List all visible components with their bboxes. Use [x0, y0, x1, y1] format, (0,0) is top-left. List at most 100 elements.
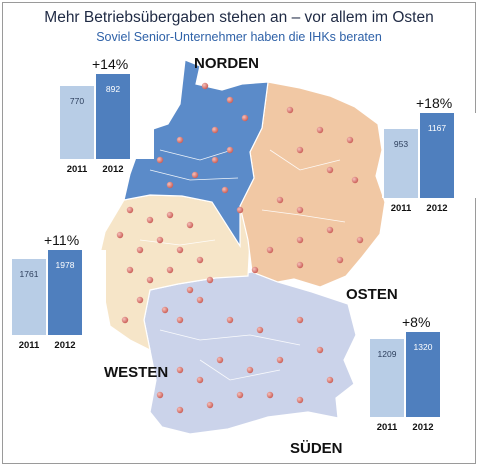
ihk-location-dot [196, 376, 204, 384]
ihk-location-dot [176, 246, 184, 254]
year-label: 2012 [102, 164, 124, 175]
year-label: 2011 [18, 340, 40, 351]
ihk-location-dot [256, 326, 264, 334]
ihk-location-dot [156, 156, 164, 164]
bar-plot: 953 1167 [382, 113, 478, 198]
bar-plot: 1209 1320 [368, 332, 464, 417]
region-label-sueden: SÜDEN [290, 440, 343, 457]
bar-value-label: 892 [105, 84, 121, 94]
bar-2011: 770 [60, 86, 94, 159]
chart-westen: +11% 1761 1978 2011 2012 [10, 232, 106, 362]
ihk-location-dot [236, 391, 244, 399]
region-label-norden: NORDEN [194, 55, 260, 72]
bar-2011: 953 [384, 129, 418, 198]
ihk-location-dot [316, 126, 324, 134]
ihk-location-dot [196, 296, 204, 304]
ihk-location-dot [351, 176, 359, 184]
ihk-location-dot [296, 396, 304, 404]
bar-2012: 1320 [406, 332, 440, 417]
ihk-location-dot [326, 166, 334, 174]
bar-value-label: 1761 [19, 269, 39, 279]
ihk-location-dot [356, 236, 364, 244]
region-label-westen: WESTEN [104, 364, 169, 381]
ihk-location-dot [316, 346, 324, 354]
ihk-location-dot [216, 356, 224, 364]
bar-plot: 1761 1978 [10, 250, 106, 335]
bar-2012: 1978 [48, 250, 82, 335]
ihk-location-dot [326, 226, 334, 234]
ihk-location-dot [246, 366, 254, 374]
ihk-location-dot [186, 286, 194, 294]
ihk-location-dot [156, 236, 164, 244]
bar-value-label: 1978 [55, 260, 75, 270]
ihk-location-dot [161, 306, 169, 314]
ihk-location-dot [251, 266, 259, 274]
ihk-location-dot [136, 296, 144, 304]
region-label-osten: OSTEN [346, 286, 398, 303]
ihk-location-dot [346, 136, 354, 144]
ihk-location-dot [266, 246, 274, 254]
ihk-location-dot [191, 171, 199, 179]
bar-value-label: 1167 [427, 123, 447, 133]
bar-value-label: 1209 [377, 349, 397, 359]
change-percentage: +14% [92, 56, 129, 72]
bar-2012: 1167 [420, 113, 454, 198]
ihk-location-dot [276, 356, 284, 364]
ihk-location-dot [226, 96, 234, 104]
ihk-location-dot [196, 256, 204, 264]
ihk-location-dot [221, 186, 229, 194]
ihk-location-dot [176, 366, 184, 374]
bar-2011: 1209 [370, 339, 404, 417]
chart-sueden: +8% 1209 1320 2011 2012 [368, 314, 464, 444]
ihk-location-dot [206, 401, 214, 409]
ihk-location-dots [116, 82, 364, 414]
bar-value-label: 953 [393, 139, 409, 149]
year-label: 2011 [376, 422, 398, 433]
region-sued [143, 271, 357, 435]
ihk-location-dot [156, 391, 164, 399]
ihk-location-dot [226, 316, 234, 324]
bar-2011: 1761 [12, 259, 46, 335]
ihk-location-dot [296, 261, 304, 269]
ihk-location-dot [296, 206, 304, 214]
ihk-location-dot [336, 256, 344, 264]
chart-osten: +18% 953 1167 2011 2012 [382, 95, 478, 225]
ihk-location-dot [126, 266, 134, 274]
ihk-location-dot [206, 276, 214, 284]
ihk-location-dot [146, 276, 154, 284]
ihk-location-dot [211, 156, 219, 164]
ihk-location-dot [266, 391, 274, 399]
ihk-location-dot [116, 231, 124, 239]
ihk-location-dot [241, 114, 249, 122]
ihk-location-dot [276, 196, 284, 204]
ihk-location-dot [211, 126, 219, 134]
change-percentage: +8% [402, 314, 431, 330]
ihk-location-dot [326, 376, 334, 384]
ihk-location-dot [296, 236, 304, 244]
ihk-location-dot [296, 146, 304, 154]
year-label: 2012 [412, 422, 434, 433]
bar-value-label: 770 [69, 96, 85, 106]
page-subtitle: Soviel Senior-Unternehmer haben die IHKs… [96, 30, 382, 44]
ihk-location-dot [201, 82, 209, 90]
change-percentage: +11% [44, 232, 80, 248]
ihk-location-dot [286, 106, 294, 114]
ihk-location-dot [176, 316, 184, 324]
year-label: 2011 [390, 203, 412, 214]
ihk-location-dot [296, 316, 304, 324]
ihk-location-dot [176, 406, 184, 414]
state-borders [139, 149, 346, 381]
ihk-location-dot [166, 266, 174, 274]
page-title: Mehr Betriebsübergaben stehen an – vor a… [44, 9, 434, 26]
year-label: 2011 [66, 164, 88, 175]
chart-norden: +14% 770 892 2011 2012 [58, 56, 154, 186]
change-percentage: +18% [416, 95, 453, 111]
ihk-location-dot [226, 146, 234, 154]
ihk-location-dot [126, 206, 134, 214]
year-label: 2012 [426, 203, 448, 214]
ihk-location-dot [121, 316, 129, 324]
ihk-location-dot [236, 206, 244, 214]
ihk-location-dot [186, 221, 194, 229]
bar-2012: 892 [96, 74, 130, 159]
ihk-location-dot [166, 181, 174, 189]
